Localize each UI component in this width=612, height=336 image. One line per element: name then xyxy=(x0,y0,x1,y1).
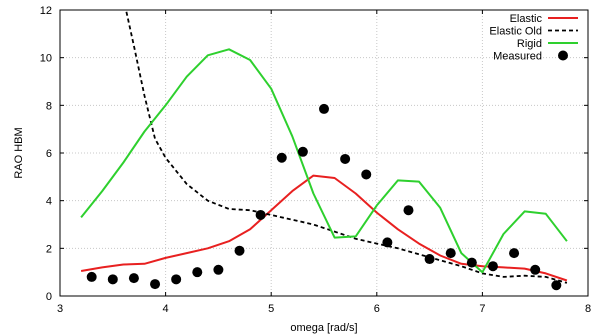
x-tick-label: 5 xyxy=(268,303,274,315)
measured-point xyxy=(234,245,245,256)
measured-point xyxy=(487,261,498,272)
legend-swatch-measured xyxy=(558,50,568,61)
y-tick-label: 12 xyxy=(40,5,52,17)
measured-point xyxy=(107,274,118,285)
measured-point xyxy=(382,237,393,248)
x-axis-title: omega [rad/s] xyxy=(290,322,357,334)
x-tick-label: 3 xyxy=(57,303,63,315)
measured-point xyxy=(466,257,477,268)
y-tick-label: 10 xyxy=(40,53,52,65)
x-tick-label: 7 xyxy=(479,303,485,315)
measured-point xyxy=(361,169,372,180)
legend-label-measured: Measured xyxy=(493,51,542,63)
y-tick-label: 2 xyxy=(46,243,52,255)
elastic-old-line xyxy=(125,10,568,284)
x-tick-label: 4 xyxy=(163,303,169,315)
y-tick-label: 0 xyxy=(46,291,52,303)
measured-point xyxy=(213,264,224,275)
y-tick-label: 4 xyxy=(46,196,52,208)
tick-labels: 3 4 5 6 7 8 0 2 4 6 8 10 12 xyxy=(40,5,591,315)
measured-point xyxy=(86,271,97,282)
measured-point xyxy=(551,280,562,291)
x-tick-label: 8 xyxy=(585,303,591,315)
y-axis-title: RAO HBM xyxy=(13,127,25,178)
legend-label-elastic: Elastic xyxy=(510,13,543,25)
rigid-line xyxy=(80,48,568,274)
y-tick-label: 6 xyxy=(46,148,52,160)
measured-point xyxy=(445,248,456,259)
legend-label-rigid: Rigid xyxy=(517,38,542,50)
measured-point xyxy=(128,273,139,284)
y-tick-label: 8 xyxy=(46,100,52,112)
series xyxy=(80,10,568,291)
plot-frame xyxy=(59,9,589,297)
measured-point xyxy=(150,279,161,290)
measured-point xyxy=(192,267,203,278)
measured-point xyxy=(530,264,541,275)
legend-label-elastic-old: Elastic Old xyxy=(489,26,542,38)
measured-point xyxy=(171,274,182,285)
measured-point xyxy=(340,153,351,164)
measured-point xyxy=(319,103,329,114)
measured-point xyxy=(297,146,308,157)
series-clip-group xyxy=(80,10,568,291)
measured-point xyxy=(424,254,435,265)
measured-point xyxy=(255,209,266,220)
x-tick-label: 6 xyxy=(374,303,380,315)
measured-point xyxy=(509,248,520,259)
measured-point xyxy=(403,205,414,216)
measured-point xyxy=(276,152,287,163)
